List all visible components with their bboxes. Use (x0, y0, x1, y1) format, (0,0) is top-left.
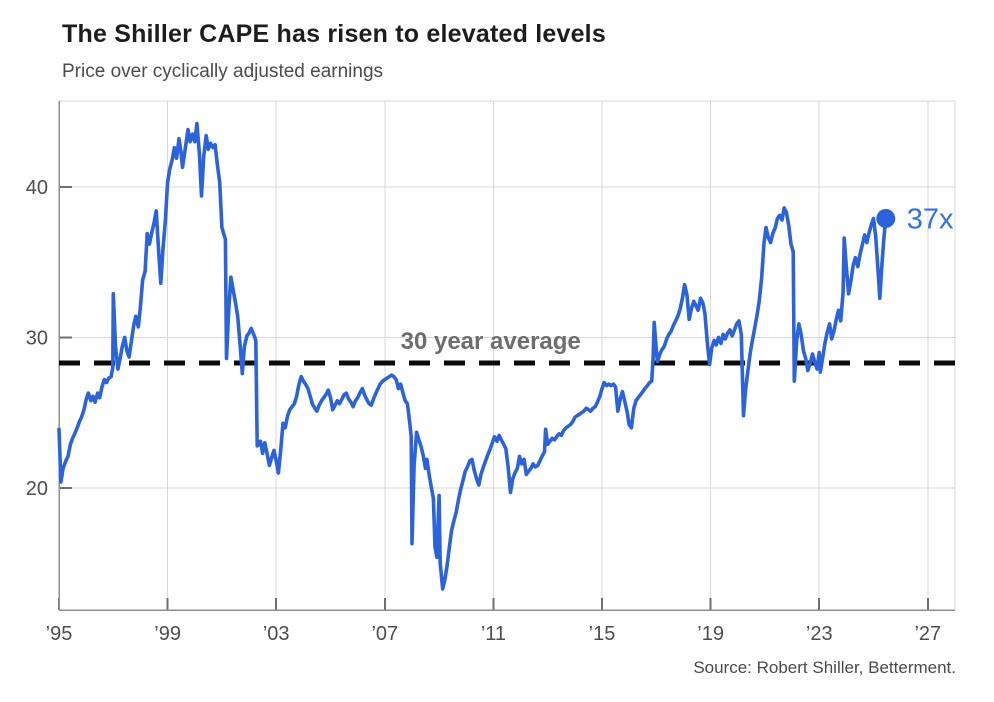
y-tick-label: 20 (26, 478, 48, 500)
x-tick-label: ’95 (46, 623, 73, 645)
x-tick-label: ’15 (589, 623, 616, 645)
end-point-dot (876, 208, 896, 228)
source-note: Source: Robert Shiller, Betterment. (693, 658, 956, 677)
y-tick-label: 30 (26, 327, 48, 349)
x-tick-label: ’11 (481, 623, 506, 645)
end-value-label: 37x (907, 203, 954, 235)
x-tick-label: ’27 (914, 623, 941, 645)
x-tick-label: ’23 (806, 623, 833, 645)
average-line-label: 30 year average (401, 328, 581, 355)
chart-title: The Shiller CAPE has risen to elevated l… (62, 20, 606, 48)
x-tick-label: ’03 (263, 623, 290, 645)
y-tick-label: 40 (26, 177, 48, 199)
x-tick-label: ’07 (371, 623, 398, 645)
chart-subtitle: Price over cyclically adjusted earnings (62, 61, 384, 82)
x-tick-label: ’99 (154, 623, 181, 645)
x-tick-label: ’19 (697, 623, 724, 645)
cape-series-line (57, 121, 888, 591)
